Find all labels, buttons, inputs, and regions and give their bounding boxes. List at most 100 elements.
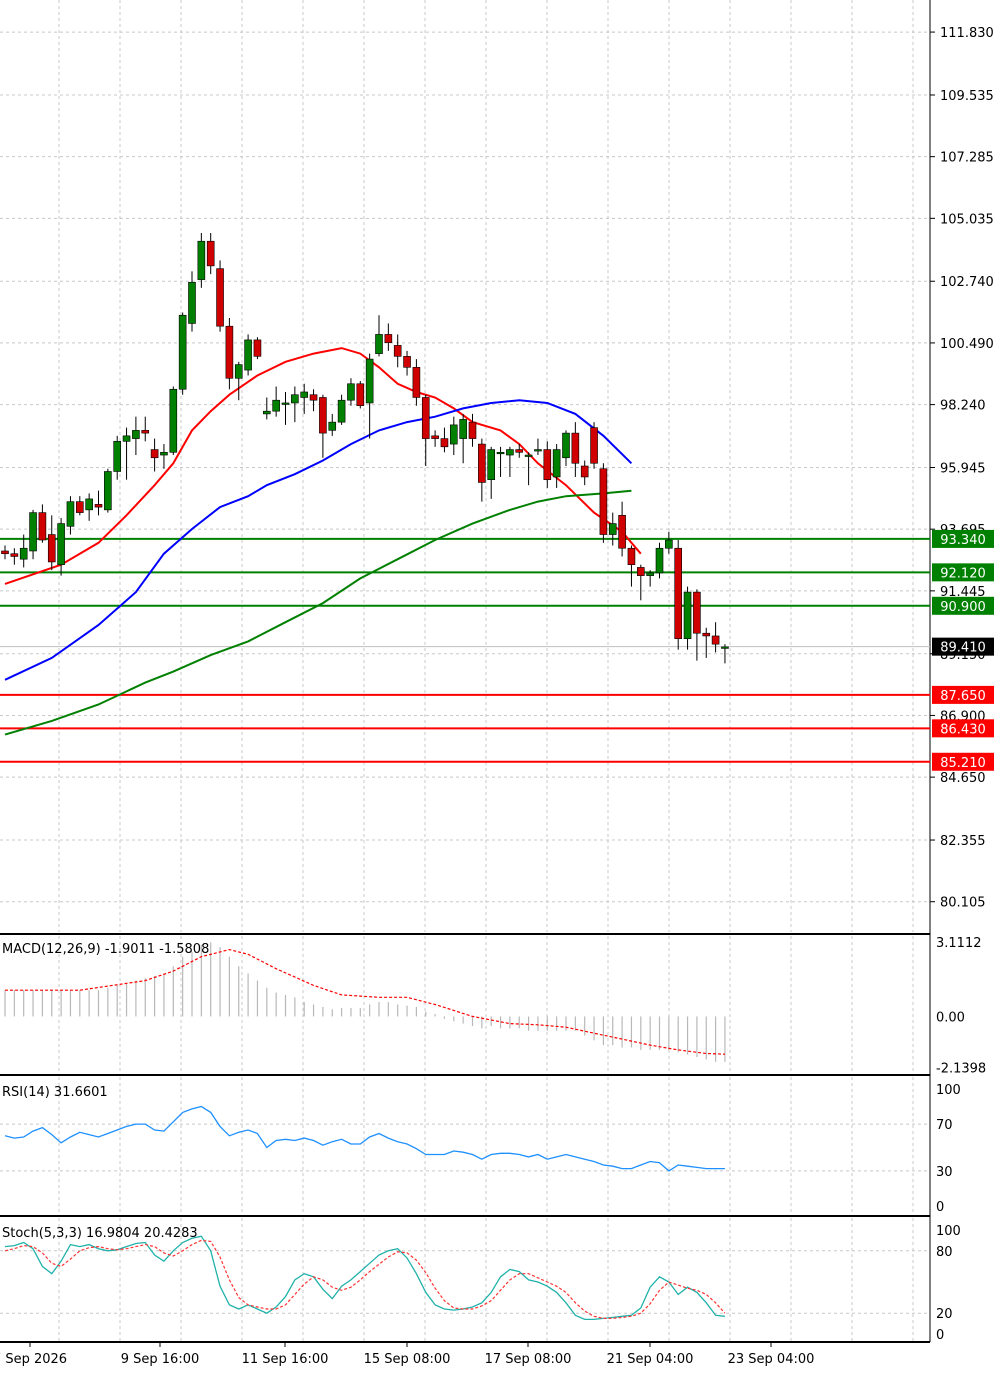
candle-bullish xyxy=(496,451,505,455)
candle-bullish xyxy=(524,454,533,457)
candle-bullish xyxy=(721,646,729,649)
rsi-tick-label: 30 xyxy=(936,1165,953,1180)
resistance-badge xyxy=(932,596,994,615)
candle-bearish xyxy=(478,443,486,483)
support-badge-label: 87.650 xyxy=(940,689,986,704)
candle-bullish xyxy=(655,547,664,574)
candle-bullish xyxy=(104,471,112,511)
price-tick-label: 95.945 xyxy=(940,462,986,477)
candle-bearish xyxy=(10,553,19,557)
candle-bullish xyxy=(665,539,673,549)
time-tick-label: 11 Sep 16:00 xyxy=(242,1352,329,1367)
candle-bearish xyxy=(571,432,580,464)
time-tick-label: 23 Sep 04:00 xyxy=(728,1352,815,1367)
time-axis: 7 Sep 2026 9 Sep 16:00 11 Sep 16:00 15 Sep … xyxy=(0,1342,814,1367)
candle-bullish xyxy=(365,358,374,404)
last-price-badge xyxy=(932,637,994,656)
moving-average-line xyxy=(4,399,633,681)
support-badge xyxy=(932,719,994,738)
price-tick-label: 84.650 xyxy=(940,771,986,786)
candle-bullish xyxy=(562,432,570,459)
time-tick-label: 17 Sep 08:00 xyxy=(485,1352,572,1367)
candle-bearish xyxy=(38,512,47,541)
candle-bearish xyxy=(1,550,9,555)
resistance-badge-label: 93.340 xyxy=(940,533,986,548)
stoch-tick-label: 80 xyxy=(936,1245,953,1260)
macd-signal-line xyxy=(5,948,725,1055)
candle-bearish xyxy=(711,635,720,645)
candle-bullish xyxy=(178,314,187,390)
candle-bearish xyxy=(627,547,636,565)
candle-bullish xyxy=(66,501,75,527)
candle-bullish xyxy=(608,523,617,535)
support-badge-label: 86.430 xyxy=(940,722,986,737)
candle-bearish xyxy=(141,430,150,434)
price-tick-label: 109.535 xyxy=(940,89,994,104)
candle-bearish xyxy=(440,438,449,448)
rsi-tick-label: 0 xyxy=(936,1200,944,1215)
price-axis: 111.830 109.535 107.285 105.035 102.740 100.4… xyxy=(930,26,994,1343)
candle-bearish xyxy=(599,468,608,535)
stoch-signal-line xyxy=(4,1239,726,1319)
resistance-badge xyxy=(932,529,994,548)
candle-bearish xyxy=(580,465,589,478)
candle-bearish xyxy=(206,240,215,267)
candle-bullish xyxy=(646,572,654,576)
candle-bearish xyxy=(431,435,439,439)
candle-bearish xyxy=(543,449,552,481)
candle-bearish xyxy=(468,421,477,439)
macd-title: MACD(12,26,9) -1.9011 -1.5808 xyxy=(2,942,209,957)
candle-bullish xyxy=(683,591,692,639)
stoch-tick-label: 0 xyxy=(936,1328,944,1343)
candle-bullish xyxy=(487,449,496,481)
stoch-main-line xyxy=(4,1235,725,1321)
stoch-tick-label: 20 xyxy=(936,1307,953,1322)
candle-bearish xyxy=(590,427,598,464)
candle-bearish xyxy=(216,268,224,327)
candle-bullish xyxy=(534,449,542,452)
candle-bullish xyxy=(291,394,299,404)
price-tick-label: 100.490 xyxy=(940,337,994,352)
candles xyxy=(1,233,729,664)
rsi-line xyxy=(4,1105,725,1172)
candle-bullish xyxy=(337,399,346,423)
candle-bullish xyxy=(85,498,93,511)
time-tick-label: 9 Sep 16:00 xyxy=(121,1352,200,1367)
rsi-title: RSI(14) 31.6601 xyxy=(2,1085,108,1100)
candle-bullish xyxy=(57,523,65,565)
price-tick-label: 98.240 xyxy=(940,399,986,414)
candle-bullish xyxy=(347,383,355,401)
candle-bearish xyxy=(702,632,711,637)
candle-bullish xyxy=(449,424,458,445)
candle-bullish xyxy=(272,399,280,412)
candle-bearish xyxy=(150,449,159,459)
candle-bullish xyxy=(29,512,37,552)
candle-bearish xyxy=(309,394,318,401)
candle-bullish xyxy=(188,282,196,324)
moving-average-line xyxy=(4,489,632,736)
candle-bearish xyxy=(76,501,84,513)
candle-bullish xyxy=(132,430,140,439)
horizontal-levels xyxy=(0,537,930,763)
candle-bullish xyxy=(113,441,121,472)
price-tick-label: 111.830 xyxy=(940,26,994,41)
candle-bullish xyxy=(375,334,383,354)
candle-bullish xyxy=(160,451,168,456)
candle-bullish xyxy=(197,240,206,280)
indicators: MACD(12,26,9) -1.9011 -1.5808 RSI(14) 31.… xyxy=(0,942,930,1321)
price-tick-label: 107.285 xyxy=(940,151,994,166)
candle-bearish xyxy=(412,367,421,398)
candle-bullish xyxy=(262,410,271,415)
candle-bearish xyxy=(421,397,430,439)
candle-bearish xyxy=(636,567,645,576)
candle-bullish xyxy=(169,388,178,453)
candle-bullish xyxy=(552,449,561,478)
price-badges: 93.340 92.120 90.900 87.650 86.430 85.210 89.4… xyxy=(932,529,994,771)
last-price-label: 89.410 xyxy=(940,641,986,656)
candle-bearish xyxy=(393,345,402,357)
support-badge xyxy=(932,752,994,771)
price-tick-label: 91.445 xyxy=(940,585,986,600)
time-tick-label: 15 Sep 08:00 xyxy=(364,1352,451,1367)
candle-bearish xyxy=(515,449,524,453)
